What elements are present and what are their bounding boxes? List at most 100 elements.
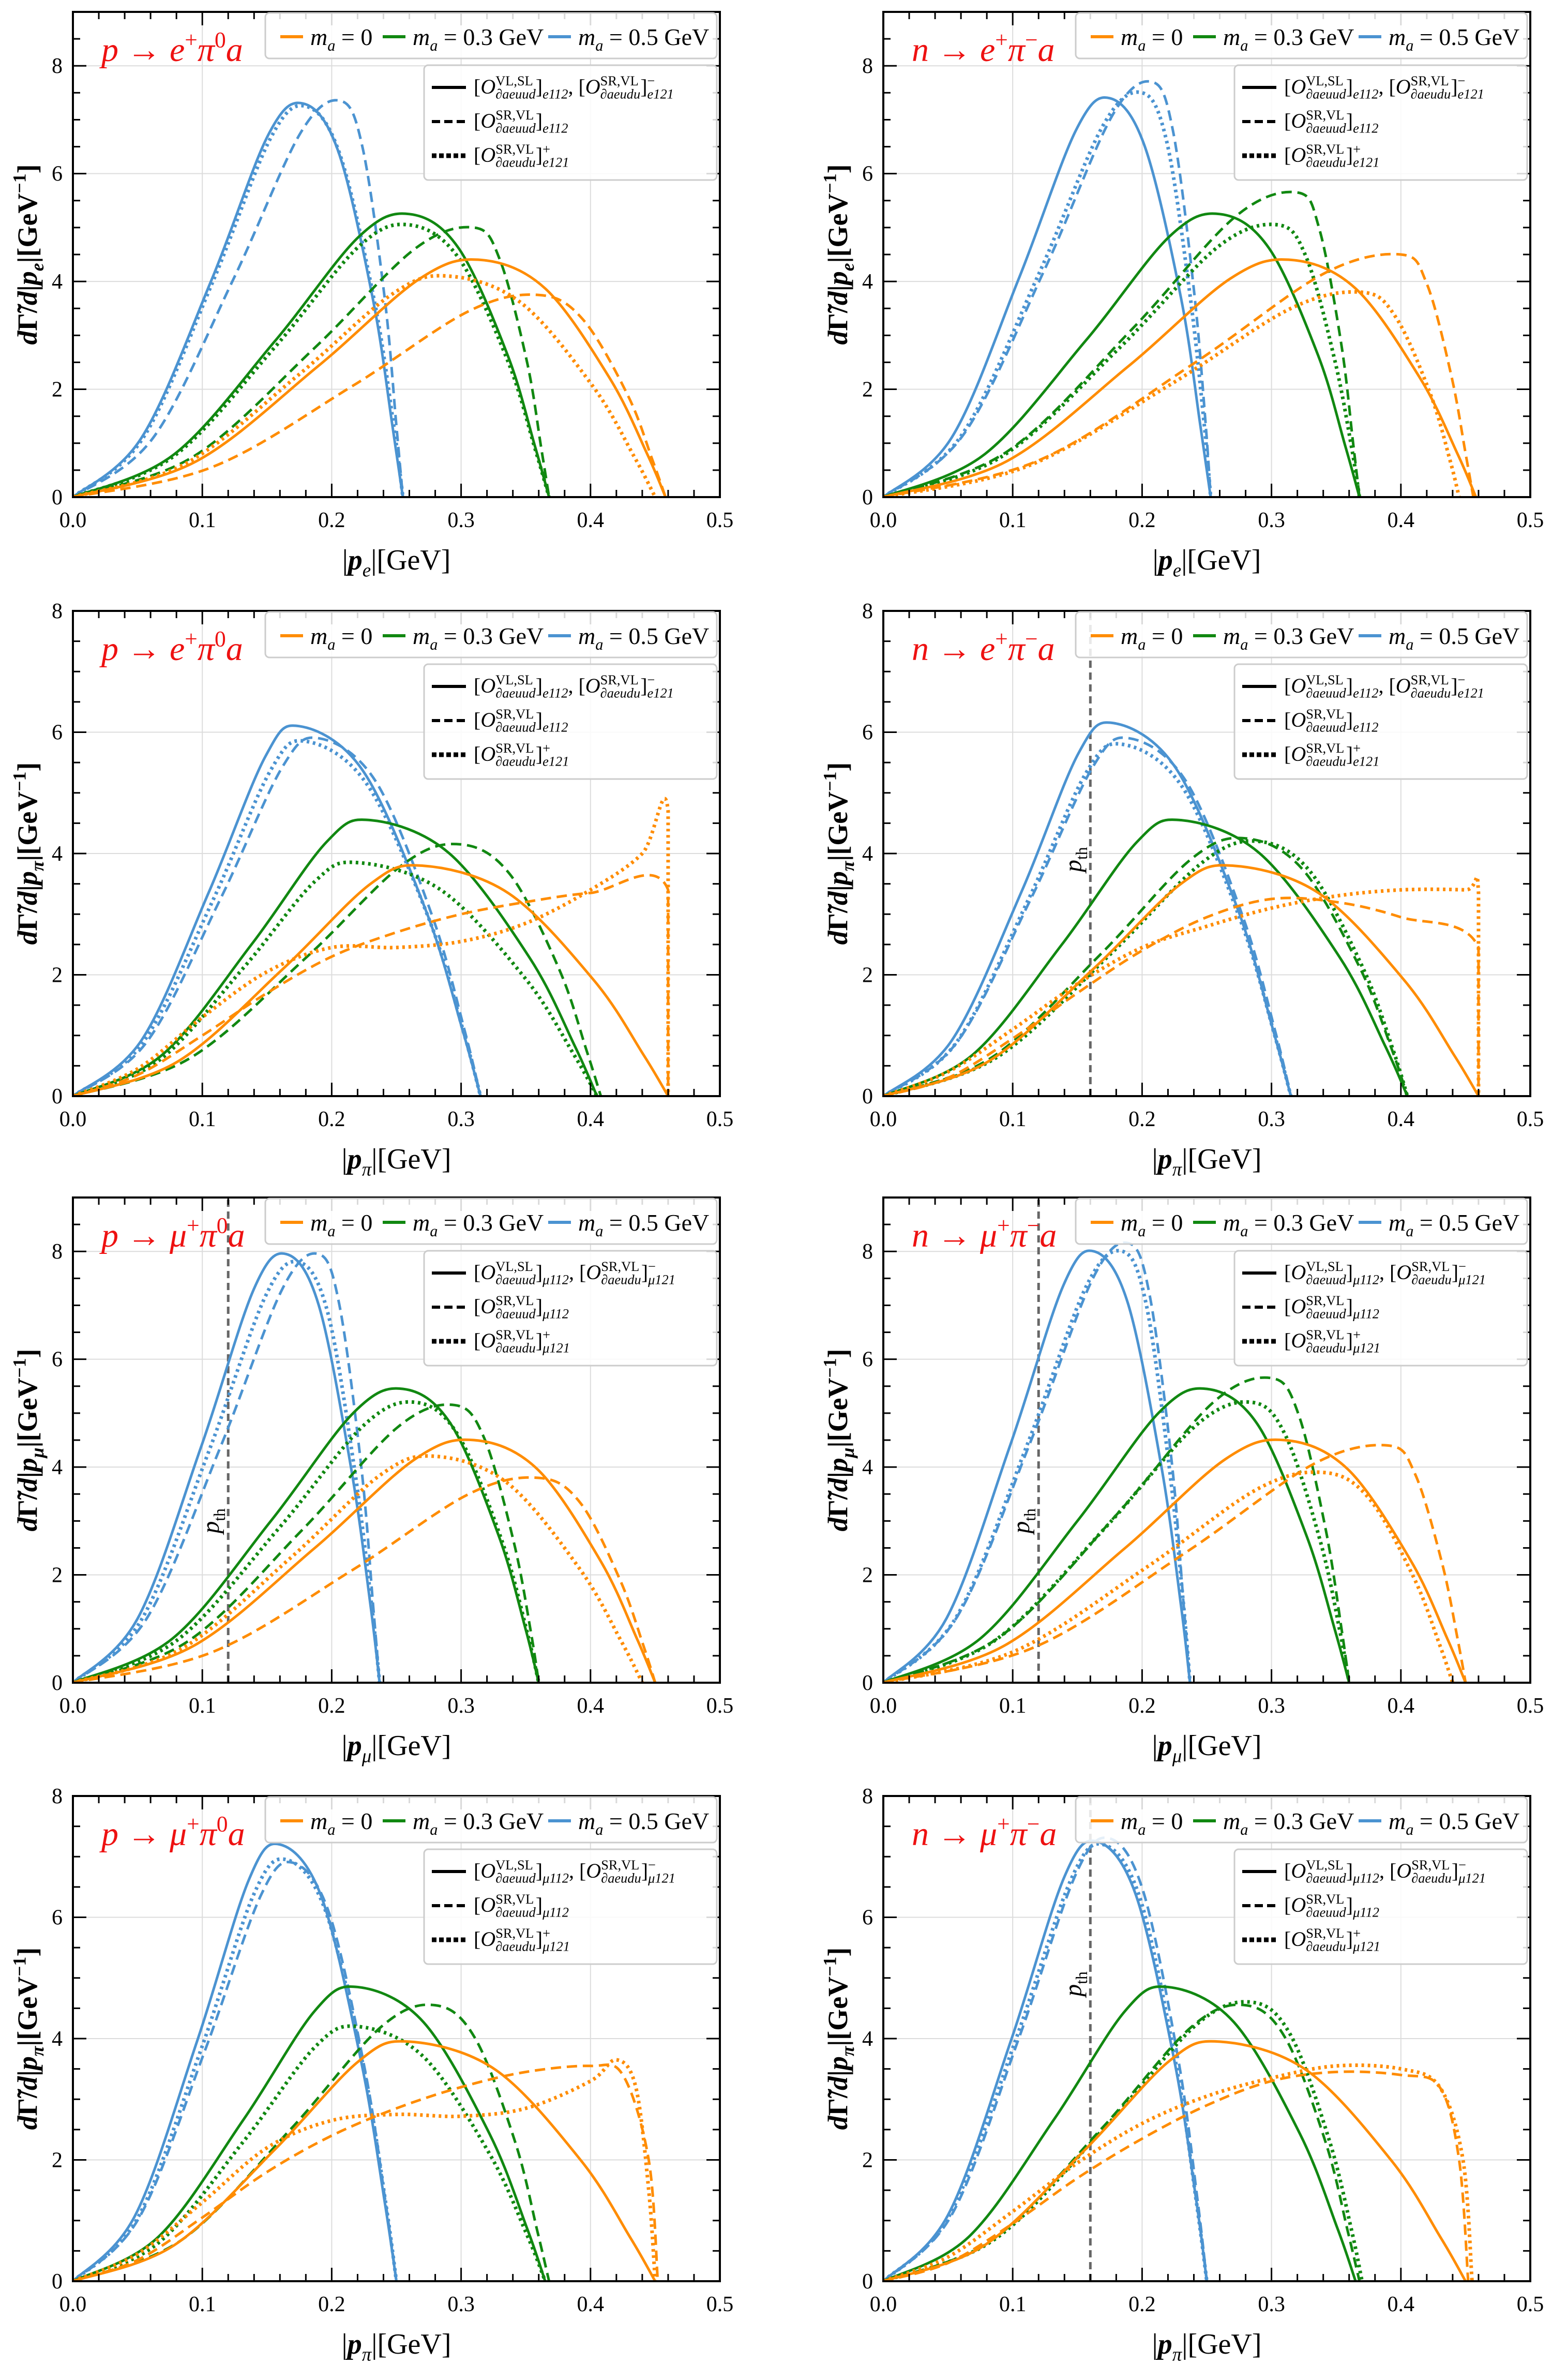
- legend-label-operator-dashed: [OSR,VL ∂aeuud]μ112: [474, 1891, 569, 1920]
- x-tick-label: 0.4: [577, 1107, 605, 1131]
- mass-legend-box: [1075, 1796, 1528, 1844]
- legend-label-operator-dashed-part: μ112: [1352, 1905, 1379, 1920]
- y-tick-label: 4: [52, 2027, 63, 2051]
- y-axis-label: dΓ̃/d|pe|[GeV−1]: [819, 164, 858, 345]
- curve-m03-dotted: [73, 860, 599, 1096]
- legend-label-m0: ma = 0: [310, 1808, 372, 1838]
- legend-label-operator-dashed-part: ]: [1346, 1893, 1353, 1917]
- legend-label-operator-dotted-part: ]: [1346, 742, 1353, 766]
- y-tick-label: 0: [862, 1671, 873, 1695]
- x-tick-label: 0.0: [870, 1107, 897, 1131]
- x-axis-label-part: |: [342, 544, 348, 576]
- legend-label-operator-dotted: [OSR,VL ∂aeudu]+ μ121: [474, 1327, 570, 1356]
- legend-label-operator-dashed-part: ∂aeuud: [495, 720, 536, 735]
- y-tick-label: 0: [52, 2270, 63, 2294]
- legend-label-operator-dashed-part: e112: [1353, 720, 1378, 735]
- legend-label-operator-solid-part: [: [1284, 674, 1291, 697]
- legend-label-operator-dashed-part: ∂aeuud: [1306, 1306, 1346, 1322]
- x-tick-label: 0.2: [1128, 1694, 1156, 1718]
- curve-m0-solid: [73, 864, 670, 1096]
- legend-label-operator-solid-part: O: [1291, 674, 1306, 697]
- curve-m03-dotted: [883, 839, 1409, 1096]
- panel-title-part: →: [929, 1815, 980, 1853]
- legend-label-operator-solid: [OVL,SL ∂aeuud]e112, [OSR,VL ∂aeudu]− e121: [1284, 73, 1484, 102]
- x-tick-label: 0.4: [1388, 508, 1415, 532]
- legend-label-m0: ma = 0: [1121, 1808, 1183, 1838]
- legend-label-m05-part: a: [595, 1222, 603, 1240]
- x-axis-label-part: p: [1156, 1143, 1172, 1175]
- x-tick-label: 0.1: [999, 1107, 1027, 1131]
- x-axis-label-part: |: [342, 2328, 348, 2360]
- panel-title-part: −: [1027, 1214, 1040, 1238]
- curve-m03-dashed: [883, 1376, 1351, 1683]
- y-axis-label-part: μ: [27, 1447, 48, 1459]
- legend-label-operator-dashed-part: O: [480, 708, 495, 731]
- x-tick-label: 0.0: [59, 1694, 87, 1718]
- panel-title-part: π: [198, 31, 216, 69]
- panel-title-part: p: [99, 1815, 118, 1853]
- legend-label-operator-dashed-part: μ112: [1352, 1306, 1379, 1322]
- panel-title-part: n: [912, 1815, 929, 1853]
- legend-label-operator-solid-part: ∂aeuud: [495, 1870, 536, 1886]
- y-axis-label-part: /: [12, 2090, 43, 2099]
- x-axis-label-part: |: [1152, 2328, 1158, 2360]
- legend-label-operator-solid-part: ∂aeuud: [1306, 1870, 1346, 1886]
- curves: [883, 1241, 1467, 1683]
- y-axis-label-part: ]: [12, 1948, 43, 1957]
- y-axis-label: dΓ̃/d|pπ|[GeV−1]: [819, 1948, 858, 2130]
- y-tick-label: 0: [52, 1085, 63, 1109]
- curve-m05-solid: [883, 1249, 1192, 1683]
- threshold-label-part: p: [1059, 860, 1087, 874]
- legend-label-operator-solid-part: SR,VL: [1411, 672, 1449, 687]
- y-axis-label-part: /: [12, 905, 43, 914]
- threshold-label-part: th: [210, 1508, 229, 1521]
- legend-label-m0-part: a: [327, 636, 335, 653]
- legend-label-operator-solid-part: O: [1291, 1859, 1306, 1882]
- legend-label-operator-dotted-part: O: [480, 143, 495, 167]
- panel-title-part: μ: [980, 1815, 997, 1853]
- legend-label-m0-part: m: [1121, 24, 1138, 50]
- legend-label-operator-solid-part: e112: [543, 86, 568, 102]
- curve-m05-dotted: [883, 1249, 1192, 1683]
- legend-label-operator-dashed-part: ]: [1346, 1295, 1353, 1318]
- x-axis-label-part: |: [1153, 544, 1158, 576]
- panel-title-part: +: [997, 1214, 1010, 1238]
- legend-label-m05-part: a: [1406, 1821, 1413, 1838]
- legend-label-operator-dotted-part: ∂aeudu: [1306, 754, 1346, 769]
- legend-label-m05-part: m: [1389, 1209, 1406, 1236]
- legend-label-operator-dotted: [OSR,VL ∂aeudu]+ e121: [1284, 740, 1379, 769]
- legend-label-operator-dashed-part: [: [1284, 708, 1291, 731]
- legend-label-operator-solid-part: −: [1458, 73, 1466, 88]
- legend-label-operator-solid-part: ]: [536, 1261, 543, 1284]
- curve-m0-dotted: [73, 2058, 657, 2281]
- panel-title-part: →: [929, 630, 980, 668]
- legend-label-operator-dashed-part: [: [1284, 1893, 1291, 1917]
- legend-label-operator-solid: [OVL,SL ∂aeuud]e112, [OSR,VL ∂aeudu]− e121: [474, 672, 674, 701]
- threshold-label: pth: [197, 1508, 229, 1535]
- legend-label-m05-part: = 0.5 GeV: [1413, 1209, 1519, 1236]
- panel-title-part: n: [912, 1217, 929, 1254]
- x-tick-label: 0.0: [870, 508, 897, 532]
- x-axis-label-part: |[GeV]: [1181, 544, 1261, 576]
- panel-7: 0.0 0.1 0.2 0.3 0.4 0.502468|pπ|[GeV]dΓ̃/d|pπ…: [9, 1785, 733, 2364]
- legend-label-operator-solid: [OVL,SL ∂aeuud]e112, [OSR,VL ∂aeudu]− e121: [474, 73, 674, 102]
- legend-label-m0-part: m: [310, 24, 327, 50]
- legend-label-operator-dashed-part: SR,VL: [495, 1293, 534, 1308]
- threshold-label-part: th: [1021, 1508, 1039, 1521]
- legend-label-operator-dotted-part: [: [474, 742, 480, 766]
- y-axis-label-part: |: [12, 285, 43, 291]
- x-axis-label-part: μ: [1172, 1745, 1182, 1766]
- legend-label-operator-dotted-part: +: [1353, 1925, 1361, 1941]
- legend-label-operator-dotted-part: +: [543, 141, 550, 157]
- y-axis-label-part: d: [822, 2076, 853, 2090]
- curves: [73, 99, 667, 497]
- legend-label-operator-dashed-part: ]: [1346, 708, 1353, 731]
- legend-label-m05-part: a: [595, 636, 603, 653]
- y-tick-label: 8: [862, 600, 873, 623]
- legend-label-operator-solid-part: ]: [536, 1859, 543, 1882]
- legend-label-operator-dashed: [OSR,VL ∂aeuud]μ112: [474, 1293, 569, 1322]
- x-axis-label: |pπ|[GeV]: [342, 1143, 451, 1179]
- panel-1: 0.0 0.1 0.2 0.3 0.4 0.502468|pe|[GeV]dΓ̃/d|pe…: [9, 11, 733, 580]
- legend-label-operator-solid-part: ]: [1346, 75, 1353, 98]
- curve-m03-dotted: [883, 1400, 1351, 1683]
